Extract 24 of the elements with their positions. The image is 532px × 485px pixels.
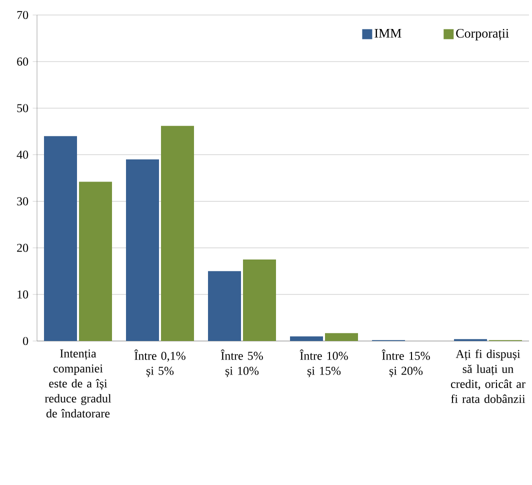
bar (325, 333, 358, 341)
bar (208, 271, 242, 341)
y-tick-label: 30 (17, 197, 28, 206)
y-tick-label: 20 (17, 244, 28, 252)
y-tick-label: 70 (17, 10, 28, 20)
legend-label: Corporații (456, 28, 509, 40)
x-tick-label: Între 0,1% și 5% (134, 349, 186, 378)
x-tick-label: Între 5% și 10% (220, 349, 263, 378)
bar (44, 136, 78, 341)
x-tick-label: Intenția companiei este de a își reduce gradul de îndatorare (44, 349, 112, 418)
x-tick-label: Ați fi dispuși să luați un credit, oricât ar fi rata dobânzii (450, 349, 526, 404)
y-tick-label: 60 (17, 58, 28, 66)
x-tick-label: Între 15% și 20% (382, 349, 430, 378)
bar (126, 159, 160, 341)
x-tick-label: Între 10% și 15% (300, 349, 348, 378)
y-tick-label: 0 (23, 336, 28, 346)
y-tick-label: 50 (17, 104, 28, 112)
bar (160, 126, 194, 341)
bar (290, 336, 324, 341)
bar (243, 260, 276, 341)
y-tick-label: 10 (18, 290, 28, 298)
bar (78, 182, 112, 341)
legend-label: IMM (374, 29, 402, 38)
y-tick-label: 40 (16, 150, 28, 159)
